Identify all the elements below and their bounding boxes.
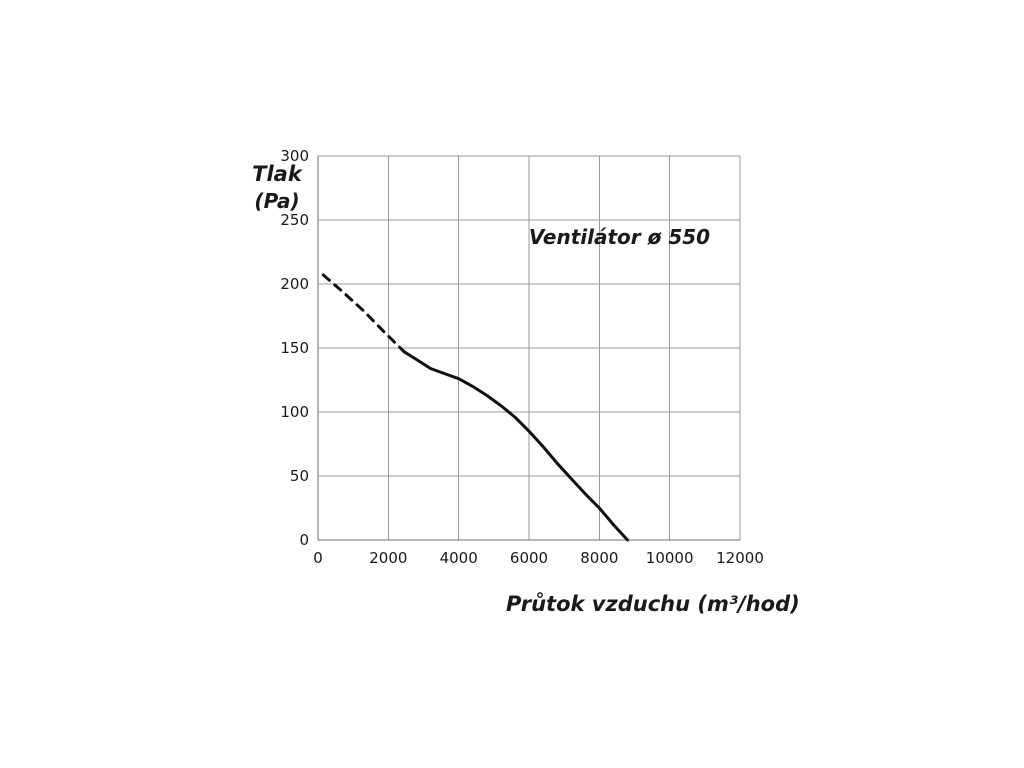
y-tick-label: 50 — [290, 467, 309, 485]
gridlines — [317, 155, 741, 541]
x-tick-label: 4000 — [440, 549, 478, 567]
y-tick-label: 100 — [280, 403, 309, 421]
x-tick-labels: 0 2000 4000 6000 8000 10000 12000 — [313, 549, 764, 567]
x-tick-label: 12000 — [716, 549, 764, 567]
x-tick-label: 2000 — [369, 549, 407, 567]
series-fan-curve-extrapolated — [321, 273, 406, 354]
y-tick-label: 200 — [280, 275, 309, 293]
x-tick-label: 0 — [313, 549, 323, 567]
x-axis-label: Průtok vzduchu (m³/hod) — [506, 592, 800, 616]
x-tick-label: 6000 — [510, 549, 548, 567]
axis-lines — [317, 156, 740, 541]
y-tick-label: 150 — [280, 339, 309, 357]
chart-title: Ventilátor ø 550 — [528, 225, 711, 249]
y-tick-label: 0 — [299, 531, 309, 549]
y-tick-labels: 0 50 100 150 200 250 300 — [280, 147, 309, 549]
x-tick-label: 8000 — [580, 549, 618, 567]
y-tick-label: 250 — [280, 211, 309, 229]
y-axis-label-line1: Tlak — [252, 162, 302, 186]
y-axis-label: Tlak (Pa) — [238, 160, 316, 215]
series-fan-curve — [402, 350, 629, 542]
x-tick-label: 10000 — [646, 549, 694, 567]
y-axis-label-line2: (Pa) — [254, 189, 300, 214]
y-tick-label: 300 — [280, 147, 309, 165]
